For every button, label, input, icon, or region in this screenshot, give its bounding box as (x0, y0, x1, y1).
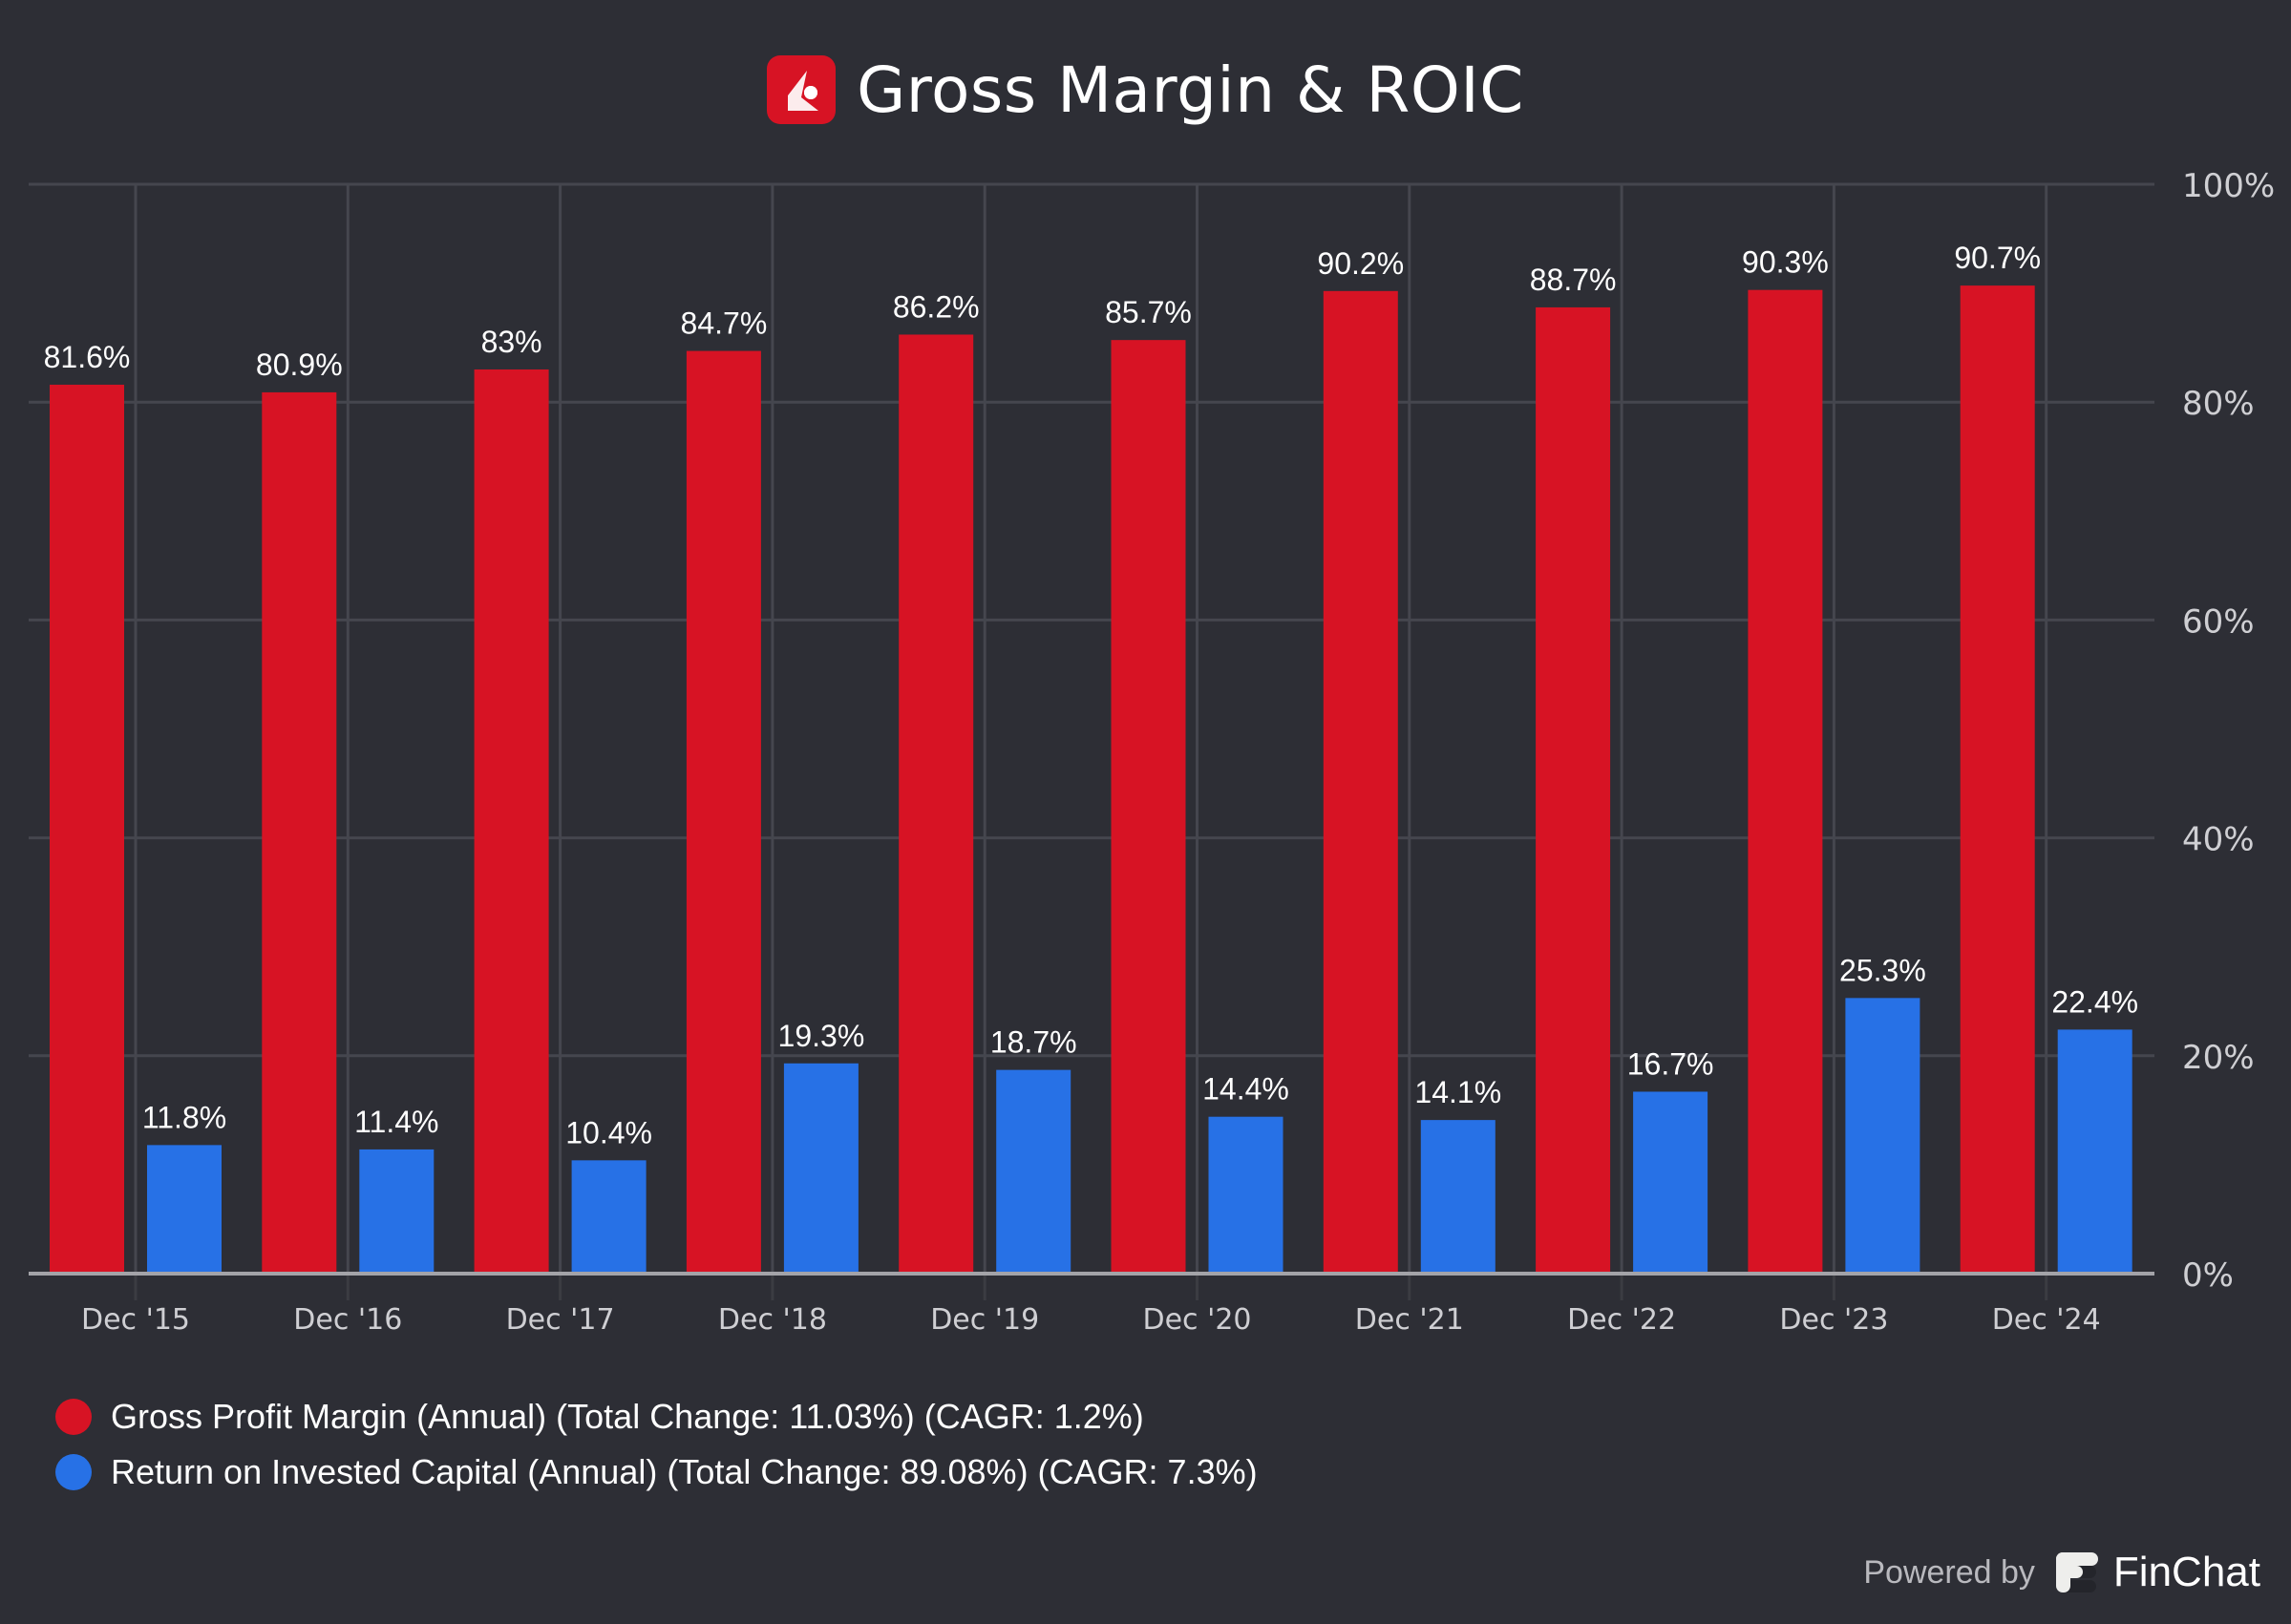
bar-roic (147, 1145, 222, 1274)
data-label-roic: 18.7% (990, 1025, 1077, 1060)
bar-gross-margin (1748, 289, 1823, 1274)
bar-roic (1633, 1091, 1708, 1274)
data-label-gross-margin: 90.2% (1317, 246, 1404, 281)
legend-dot-roic (55, 1454, 92, 1490)
y-tick-label: 80% (2182, 385, 2255, 423)
bar-roic (783, 1063, 859, 1274)
finchat-logo-icon (2055, 1552, 2098, 1592)
bar-roic (996, 1069, 1071, 1274)
x-tick-label: Dec '20 (1142, 1303, 1251, 1337)
data-label-gross-margin: 86.2% (893, 289, 980, 324)
legend-item-roic[interactable]: Return on Invested Capital (Annual) (Tot… (55, 1445, 1258, 1500)
chart-plot: 0% 20% 40% 60% 80% 100% 81.6% 11.8% Dec '15 80.9%… (29, 167, 2275, 1337)
x-tick-label: Dec '19 (930, 1303, 1039, 1337)
powered-by-footer: Powered by FinChat (1863, 1549, 2260, 1596)
y-tick-label: 100% (2182, 167, 2275, 205)
x-tick-label: Dec '16 (293, 1303, 402, 1337)
bar-gross-margin (50, 384, 124, 1275)
x-tick-label: Dec '22 (1567, 1303, 1676, 1337)
powered-by-text: Powered by (1863, 1553, 2035, 1591)
data-label-gross-margin: 90.7% (1954, 241, 2041, 275)
bar-roic (1208, 1116, 1283, 1274)
data-label-gross-margin: 84.7% (681, 306, 768, 341)
x-tick-label: Dec '23 (1779, 1303, 1888, 1337)
y-tick-label: 0% (2182, 1256, 2234, 1295)
company-logo-icon (767, 55, 837, 124)
data-label-roic: 19.3% (778, 1019, 865, 1053)
data-label-gross-margin: 81.6% (44, 340, 131, 374)
bar-roic (1845, 998, 1920, 1274)
bar-gross-margin (1111, 340, 1186, 1275)
legend-dot-gross-margin (55, 1399, 92, 1435)
bar-gross-margin (1960, 285, 2035, 1274)
data-label-gross-margin: 80.9% (256, 348, 343, 382)
data-label-roic: 10.4% (565, 1115, 652, 1149)
bar-roic (2057, 1029, 2132, 1274)
data-label-roic: 11.4% (354, 1105, 438, 1139)
legend-label-roic: Return on Invested Capital (Annual) (Tot… (111, 1452, 1258, 1491)
x-tick-label: Dec '18 (718, 1303, 827, 1337)
legend-label-gross-margin: Gross Profit Margin (Annual) (Total Chan… (111, 1397, 1144, 1436)
data-label-roic: 14.4% (1202, 1072, 1289, 1107)
data-label-gross-margin: 90.3% (1742, 245, 1829, 280)
data-label-gross-margin: 85.7% (1105, 295, 1192, 329)
data-label-roic: 14.1% (1414, 1075, 1501, 1109)
x-tick-label: Dec '15 (81, 1303, 190, 1337)
bar-gross-margin (1536, 306, 1611, 1275)
bar-gross-margin (899, 334, 974, 1274)
chart-legend: Gross Profit Margin (Annual) (Total Chan… (55, 1389, 1258, 1500)
bar-roic (359, 1149, 435, 1274)
y-tick-label: 60% (2182, 602, 2255, 641)
bar-roic (1420, 1120, 1496, 1274)
x-tick-label: Dec '21 (1355, 1303, 1464, 1337)
y-tick-label: 40% (2182, 821, 2255, 859)
legend-item-gross-margin[interactable]: Gross Profit Margin (Annual) (Total Chan… (55, 1389, 1258, 1445)
data-label-gross-margin: 83% (481, 325, 542, 359)
bar-roic (571, 1160, 647, 1274)
bar-gross-margin (1323, 290, 1398, 1274)
data-label-gross-margin: 88.7% (1530, 263, 1617, 297)
x-tick-label: Dec '24 (1992, 1303, 2101, 1337)
data-label-roic: 22.4% (2051, 984, 2138, 1019)
data-label-roic: 25.3% (1839, 953, 1926, 987)
finchat-brand: FinChat (2112, 1549, 2260, 1595)
x-tick-label: Dec '17 (506, 1303, 615, 1337)
bar-gross-margin (262, 391, 337, 1274)
data-label-roic: 11.8% (142, 1100, 226, 1134)
y-tick-label: 20% (2182, 1039, 2255, 1077)
bar-gross-margin (686, 350, 761, 1274)
data-label-roic: 16.7% (1627, 1046, 1714, 1081)
chart-header: Gross Margin & ROIC (0, 53, 2291, 127)
bar-gross-margin (474, 369, 549, 1275)
chart-title: Gross Margin & ROIC (857, 53, 1524, 127)
